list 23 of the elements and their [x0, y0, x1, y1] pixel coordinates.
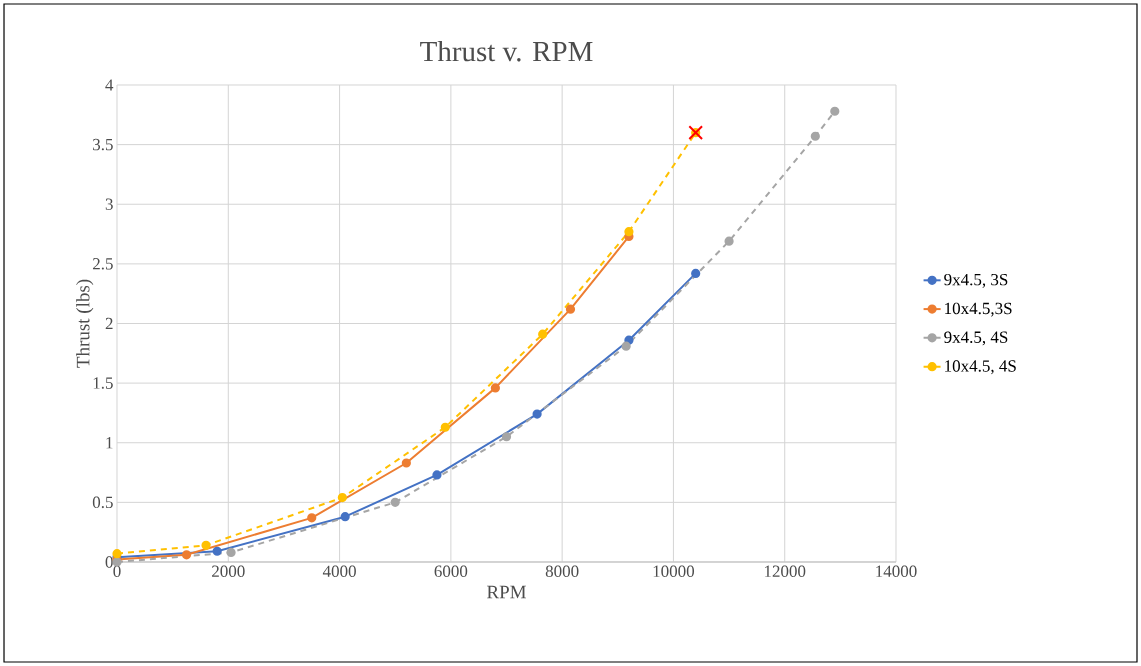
y-tick-label: 4: [105, 79, 114, 91]
x-tick-label: 4000: [322, 565, 356, 577]
y-tick-label: 2: [105, 317, 113, 330]
y-tick-label: 1.5: [93, 377, 113, 389]
legend-label: 9x4.5, 3S: [944, 273, 1008, 288]
y-tick-label: 3: [105, 198, 113, 210]
y-axis-title: Thrust (lbs): [76, 279, 94, 368]
chart-title: Thrust v. RPM: [420, 40, 593, 62]
y-tick-label: 0: [105, 556, 113, 568]
x-tick-label: 6000: [434, 565, 468, 577]
legend-label: 9x4.5, 4S: [944, 331, 1008, 346]
legend-label: 10x4.5,3S: [945, 302, 1012, 317]
legend-label: 10x4.5, 4S: [945, 360, 1016, 375]
y-tick-label: 3.5: [93, 138, 113, 151]
x-axis-title: RPM: [486, 585, 526, 599]
x-tick-label: 14000: [876, 565, 917, 577]
y-tick-label: 1: [106, 437, 113, 449]
x-tick-label: 10000: [653, 565, 695, 577]
x-tick-label: 2000: [212, 565, 245, 577]
y-tick-label: 0.5: [92, 496, 113, 509]
x-tick-label: 8000: [545, 565, 579, 577]
y-tick-label: 2.5: [92, 258, 113, 270]
x-tick-label: 12000: [764, 565, 806, 577]
